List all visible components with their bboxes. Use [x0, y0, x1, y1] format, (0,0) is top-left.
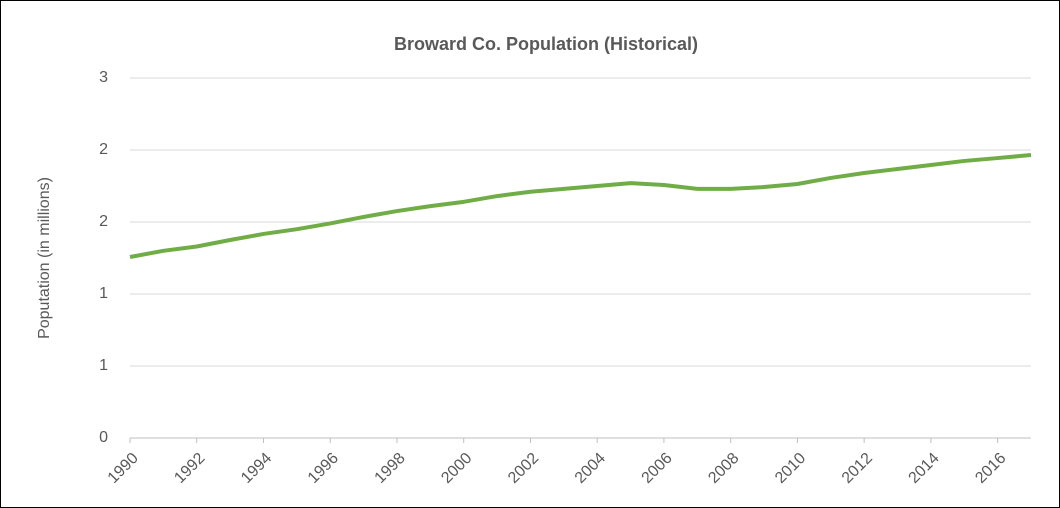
y-tick-label: 2 [99, 213, 108, 230]
data-line [129, 153, 1032, 259]
y-tick-label: 1 [99, 357, 108, 374]
y-tick-label: 2 [99, 141, 108, 158]
y-tick-label: 1 [99, 285, 108, 302]
y-tick-label: 3 [99, 69, 108, 86]
y-tick-label: 0 [99, 429, 108, 446]
chart-title: Broward Co. Population (Historical) [394, 34, 698, 54]
y-axis-label: Poputation (in millions) [36, 177, 53, 339]
